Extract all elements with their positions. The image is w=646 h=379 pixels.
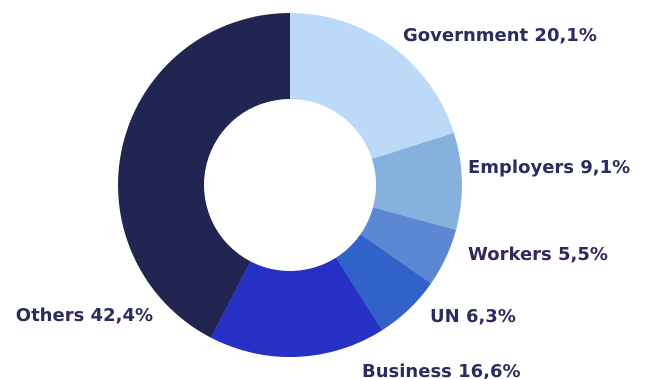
slice-workers <box>360 207 457 284</box>
slice-un <box>336 234 432 331</box>
slice-others <box>118 13 290 338</box>
donut-slices <box>118 13 462 357</box>
slice-government <box>290 13 454 159</box>
slice-label-government: Government 20,1% <box>403 25 597 46</box>
slice-label-workers: Workers 5,5% <box>468 244 608 265</box>
slice-business <box>210 257 383 357</box>
donut-labels: Government 20,1% Employers 9,1% Workers 5,… <box>16 25 630 379</box>
slice-label-un: UN 6,3% <box>430 306 516 327</box>
slice-label-employers: Employers 9,1% <box>468 157 630 178</box>
slice-employers <box>371 132 462 230</box>
slice-label-business: Business 16,6% <box>362 361 521 379</box>
slice-label-others: Others 42,4% <box>16 305 153 326</box>
